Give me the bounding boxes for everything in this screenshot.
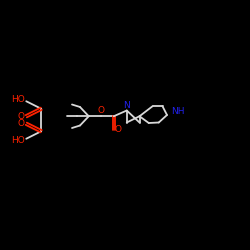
- Text: HO: HO: [11, 136, 25, 145]
- Text: O: O: [115, 125, 122, 134]
- Text: HO: HO: [11, 95, 25, 104]
- Text: O: O: [18, 119, 25, 128]
- Text: O: O: [18, 112, 25, 121]
- Text: O: O: [98, 106, 105, 115]
- Text: N: N: [123, 102, 130, 110]
- Text: NH: NH: [172, 107, 185, 116]
